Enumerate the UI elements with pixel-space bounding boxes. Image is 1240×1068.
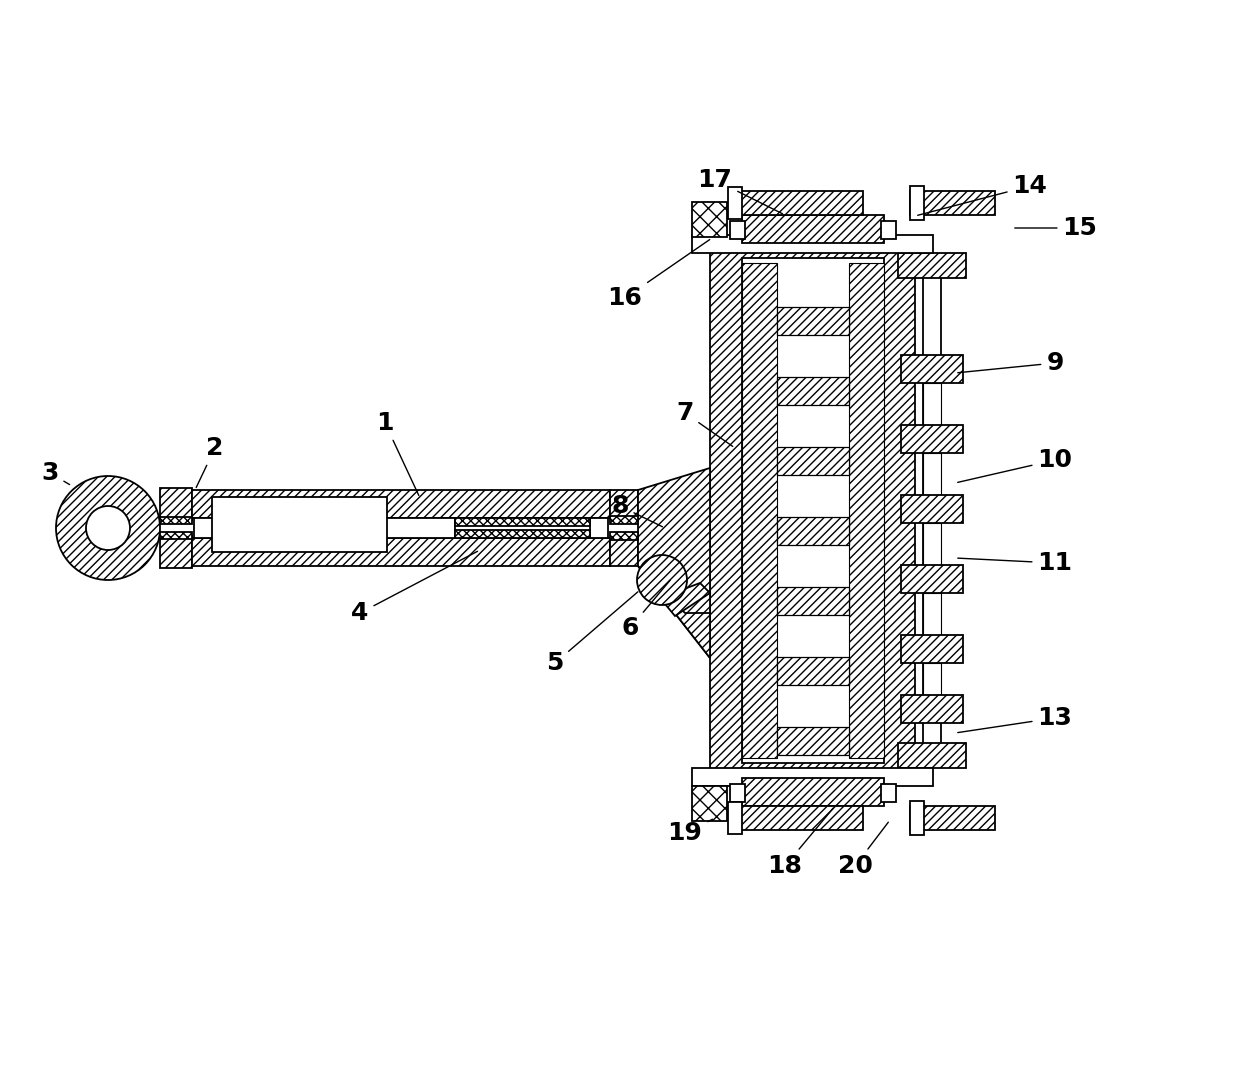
Bar	[742, 258, 884, 763]
Bar	[777, 587, 849, 615]
Bar	[923, 383, 941, 425]
Bar	[910, 186, 924, 220]
Bar	[901, 695, 963, 723]
Text: 2: 2	[196, 436, 223, 487]
Circle shape	[56, 476, 160, 580]
Bar	[192, 538, 610, 566]
Bar	[742, 215, 884, 244]
Bar	[898, 253, 966, 278]
Bar	[880, 221, 897, 239]
Bar	[692, 202, 727, 237]
Bar	[742, 263, 777, 758]
Bar	[777, 447, 849, 475]
Text: 5: 5	[547, 592, 637, 675]
Bar	[711, 244, 915, 778]
Text: 13: 13	[957, 706, 1073, 733]
Polygon shape	[639, 566, 711, 658]
Bar	[738, 806, 863, 830]
Bar	[455, 518, 590, 527]
Bar	[610, 516, 639, 524]
Circle shape	[86, 506, 130, 550]
Bar	[455, 518, 590, 538]
Bar	[692, 786, 727, 821]
Bar	[901, 494, 963, 523]
Bar	[730, 221, 745, 239]
Bar	[923, 453, 941, 494]
Text: 10: 10	[957, 447, 1073, 483]
Bar	[901, 565, 963, 593]
Bar	[160, 488, 192, 520]
Polygon shape	[660, 583, 711, 616]
Text: 7: 7	[676, 400, 733, 446]
Text: 15: 15	[1014, 216, 1097, 240]
Bar	[212, 498, 387, 552]
Bar	[923, 663, 941, 695]
Bar	[901, 635, 963, 663]
Text: 9: 9	[957, 351, 1064, 375]
Bar	[728, 187, 742, 219]
Text: 17: 17	[698, 168, 782, 214]
Bar	[742, 778, 884, 806]
Bar	[910, 191, 994, 215]
Bar	[730, 784, 745, 802]
Bar	[692, 768, 932, 786]
Bar	[923, 523, 941, 565]
Bar	[880, 784, 897, 802]
Bar	[160, 536, 192, 568]
Text: 20: 20	[837, 822, 888, 878]
Bar	[901, 355, 963, 383]
Text: 8: 8	[611, 494, 662, 527]
Bar	[777, 307, 849, 335]
Bar	[777, 727, 849, 755]
Bar	[692, 235, 932, 253]
Bar	[738, 191, 863, 215]
Text: 18: 18	[768, 808, 833, 878]
Bar	[898, 743, 966, 768]
Text: 14: 14	[918, 174, 1048, 216]
Bar	[193, 518, 608, 538]
Bar	[610, 490, 639, 518]
Bar	[777, 657, 849, 685]
Text: 4: 4	[351, 551, 477, 625]
Bar	[160, 532, 192, 539]
Bar	[777, 517, 849, 545]
Bar	[160, 517, 192, 524]
Bar	[728, 802, 742, 834]
Text: 3: 3	[41, 461, 69, 485]
Text: 19: 19	[667, 819, 713, 845]
Text: 16: 16	[608, 239, 709, 310]
Bar	[849, 263, 884, 758]
Bar	[455, 530, 590, 538]
Text: 6: 6	[621, 580, 670, 640]
Circle shape	[637, 555, 687, 604]
Bar	[610, 532, 639, 540]
Bar	[910, 801, 924, 835]
Polygon shape	[639, 468, 711, 658]
Text: 11: 11	[957, 551, 1073, 575]
Bar	[610, 538, 639, 566]
Text: 1: 1	[376, 411, 419, 496]
Bar	[777, 377, 849, 405]
Bar	[923, 268, 941, 753]
Bar	[901, 425, 963, 453]
Bar	[923, 593, 941, 635]
Bar	[192, 490, 610, 518]
Bar	[910, 806, 994, 830]
